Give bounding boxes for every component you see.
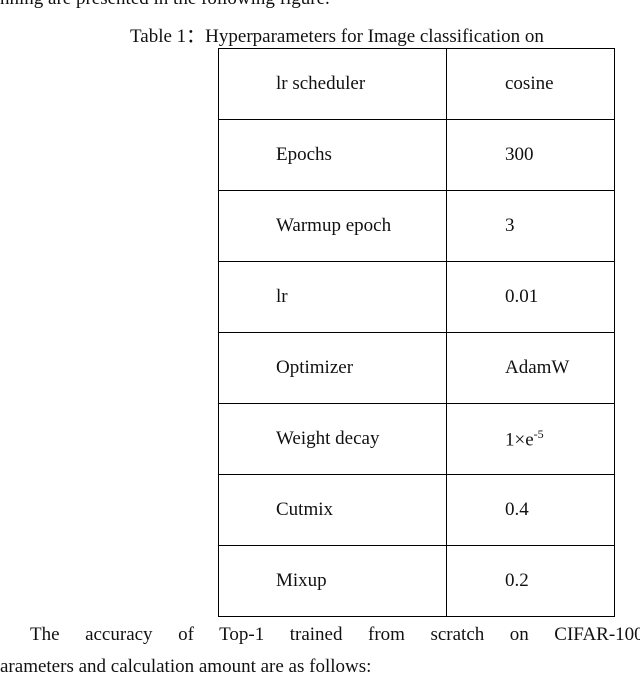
table-cell: Warmup epoch [218,190,447,262]
table-row: Cutmix 0.4 [218,474,615,546]
table-cell: 3 [446,190,615,262]
table-row: Weight decay 1×e-5 [218,403,615,475]
body-text: arameters and calculation amount are as … [0,656,372,677]
table-cell: Weight decay [218,403,447,475]
cell-text: 1×e [505,429,534,451]
table-row: Epochs 300 [218,119,615,191]
hyperparameter-table: lr scheduler cosine Epochs 300 Warmup epoch 3… [218,48,615,617]
table-cell: 300 [446,119,615,191]
table-cell: 1×e-5 [446,403,615,475]
cell-superscript: -5 [533,426,544,441]
table-row: Warmup epoch 3 [218,190,615,262]
table-cell: Mixup [218,545,447,617]
table-cell: AdamW [446,332,615,404]
table-cell: 0.01 [446,261,615,333]
table-cell: 0.2 [446,545,615,617]
body-text: nning are presented in the following fig… [0,0,330,10]
table-row: lr scheduler cosine [218,48,615,120]
table-cell: lr [218,261,447,333]
table-row: Mixup 0.2 [218,545,615,617]
table-caption: Table 1：Hyperparameters for Image classi… [130,26,544,47]
table-cell: Epochs [218,119,447,191]
table-cell: Cutmix [218,474,447,546]
table-cell: Optimizer [218,332,447,404]
table-cell: cosine [446,48,615,120]
table-cell: 0.4 [446,474,615,546]
table-row: lr 0.01 [218,261,615,333]
table-row: Optimizer AdamW [218,332,615,404]
body-text: The accuracy of Top-1 trained from scrat… [30,624,640,645]
table-cell: lr scheduler [218,48,447,120]
